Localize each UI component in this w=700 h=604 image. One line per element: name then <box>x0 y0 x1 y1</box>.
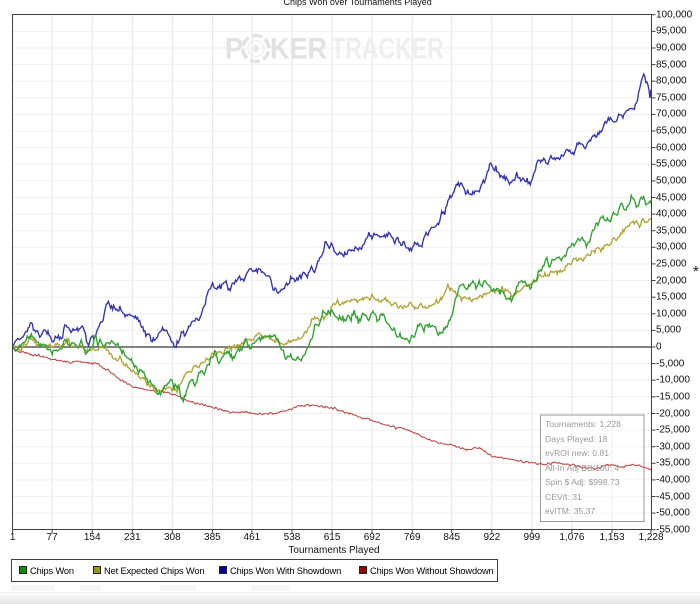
svg-text:P: P <box>225 33 243 66</box>
svg-text:TRACKER: TRACKER <box>331 33 444 66</box>
svg-text:KER: KER <box>270 33 327 66</box>
